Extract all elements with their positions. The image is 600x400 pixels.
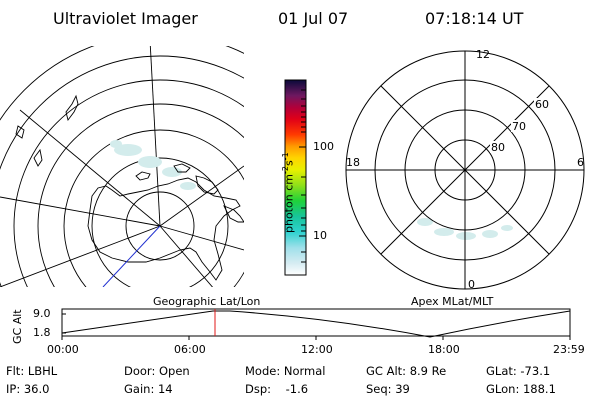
date-label: 01 Jul 07: [278, 9, 349, 28]
door-info: Door: Open: [124, 364, 190, 378]
meridian-line: [159, 225, 214, 287]
meridian-line: [159, 225, 244, 251]
meridian-line: [159, 165, 244, 227]
gain-info: Gain: 14: [124, 382, 173, 396]
unit-text: photon cm: [282, 174, 296, 233]
mlt-line-diagonal: [380, 85, 550, 255]
colorbar-tick-10: 10: [313, 229, 327, 242]
glat-info: GLat: -73.1: [486, 364, 551, 378]
colorbar-unit-label: photon cm-2s-1: [268, 152, 296, 240]
altitude-curve: [61, 310, 571, 338]
mlt-label-18: 18: [346, 156, 360, 169]
mlt-label-0: 0: [468, 278, 475, 291]
altitude-ytick-9: 9.0: [33, 307, 51, 320]
unit-exp-2: -1: [281, 152, 290, 161]
colorbar-tick-100: 100: [313, 140, 334, 153]
mlat-label-70: 70: [512, 120, 526, 133]
time-tick-2359: 23:59: [553, 343, 585, 356]
time-tick-1800: 18:00: [428, 343, 460, 356]
filter-info: Flt: LBHL: [6, 364, 58, 378]
ip-info: IP: 36.0: [6, 382, 50, 396]
meridian-line: [19, 109, 161, 227]
geographic-caption: Geographic Lat/Lon: [153, 295, 261, 308]
label-backdrop: [490, 141, 508, 153]
time-tick-0600: 06:00: [174, 343, 206, 356]
dsp-info: Dsp: -1.6: [245, 382, 309, 396]
altitude-axis-ticks: [61, 313, 571, 340]
lat-circle: [0, 55, 244, 287]
color-scale-ticks: [299, 89, 306, 263]
glon-info: GLon: 188.1: [486, 382, 556, 396]
aurora-patches: [110, 140, 196, 190]
lat-circle: [91, 157, 229, 287]
label-backdrop: [511, 120, 529, 132]
instrument-title: Ultraviolet Imager: [53, 9, 198, 28]
sequence-info: Seq: 39: [366, 382, 410, 396]
unit-exp-1: -2: [281, 166, 290, 175]
label-backdrop: [534, 98, 552, 110]
lat-circle: [125, 191, 195, 261]
altitude-ytick-1_8: 1.8: [33, 326, 51, 339]
lat-circle: [63, 129, 244, 287]
time-tick-0000: 00:00: [47, 343, 79, 356]
gc-altitude-info: GC Alt: 8.9 Re: [366, 364, 447, 378]
unit-s: s: [282, 160, 296, 167]
aurora-oval-patches: [417, 218, 513, 240]
mlt-label-12: 12: [476, 48, 490, 61]
time-tick-1200: 12:00: [301, 343, 333, 356]
geographic-map: [0, 46, 244, 287]
mlat-label-60: 60: [535, 98, 549, 111]
apex-polar-map: [345, 50, 585, 290]
mlat-label-80: 80: [491, 141, 505, 154]
meridian-line: [149, 46, 161, 227]
lat-circle: [13, 79, 244, 287]
altitude-plot: [61, 308, 571, 340]
time-label: 07:18:14 UT: [425, 9, 524, 28]
mlt-label-6: 6: [577, 156, 584, 169]
satellite-track-line: [102, 225, 161, 287]
meridian-line: [0, 225, 161, 287]
coastlines: [15, 94, 244, 281]
lat-circle: [37, 103, 244, 287]
apex-caption: Apex MLat/MLT: [411, 295, 494, 308]
altitude-plot-frame: [61, 308, 571, 337]
altitude-ylabel: GC Alt: [11, 309, 24, 344]
meridian-line: [0, 196, 161, 227]
mode-info: Mode: Normal: [245, 364, 326, 378]
